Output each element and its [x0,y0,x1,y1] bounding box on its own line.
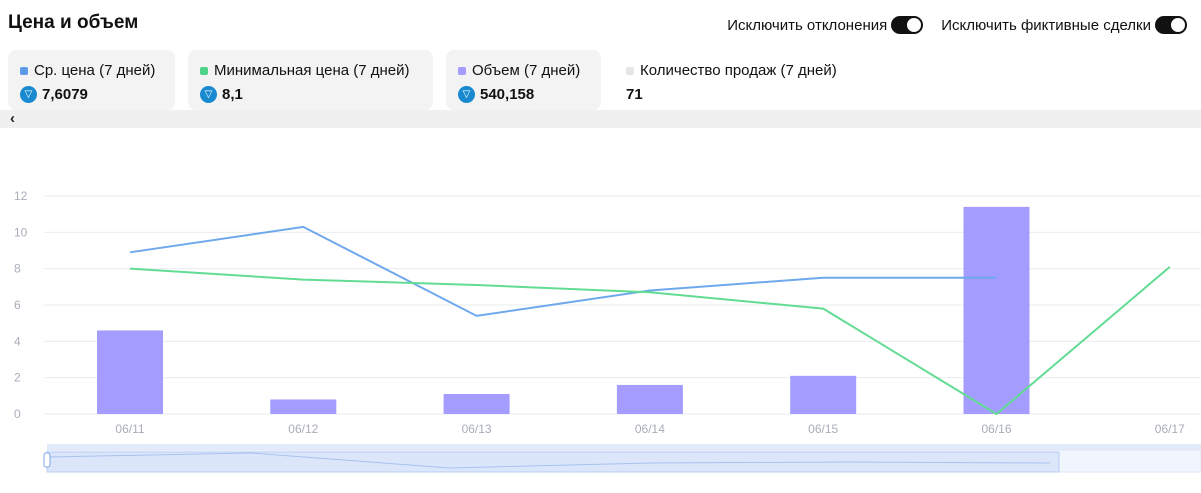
page-title: Цена и объем [8,12,139,33]
exclude-fake-switch[interactable] [1155,16,1187,34]
exclude-outliers-switch[interactable] [891,16,924,34]
min-price-line [129,266,1171,416]
cards-scrollbar[interactable]: ‹ [0,110,1201,128]
y-tick-label: 12 [14,189,28,203]
stat-card-min-price: Минимальная цена (7 дней) ▽ 8,1 [188,50,433,110]
x-tick-label: 06/12 [288,422,318,436]
y-tick-label: 4 [14,334,21,348]
legend-dot-volume [458,66,466,75]
stat-card-avg-price: Ср. цена (7 дней) ▽ 7,6079 [8,50,175,110]
y-tick-label: 10 [14,225,28,239]
stat-value-avg-price: 7,6079 [42,86,88,103]
x-tick-label: 06/11 [115,422,144,436]
stat-value-volume: 540,158 [480,86,535,103]
scroll-left-arrow-icon[interactable]: ‹ [10,110,15,127]
stat-value-sales-count: 71 [626,86,643,103]
y-tick-label: 2 [14,371,21,385]
legend-dot-sales-count [626,66,634,75]
exclude-fake-label: Исключить фиктивные сделки [941,16,1151,34]
avg-price-line [129,225,997,317]
stat-label-volume: Объем (7 дней) [472,62,581,79]
x-tick-label: 06/13 [462,422,492,436]
filter-toggles: Исключить отклонения Исключить фиктивные… [727,16,1187,34]
volume-bar [790,375,857,414]
y-tick-label: 0 [14,407,21,421]
x-tick-label: 06/14 [635,422,665,436]
zoom-slider-preview-line [48,452,1051,469]
zoom-slider-handle [43,452,51,468]
stat-card-volume: Объем (7 дней) ▽ 540,158 [446,50,601,110]
volume-bar [97,330,163,414]
ton-coin-icon: ▽ [20,86,37,103]
legend-dot-min-price [200,66,208,75]
stats-cards: Ср. цена (7 дней) ▽ 7,6079 Минимальная це… [8,50,864,110]
volume-bar [963,206,1030,414]
zoom-slider-track [47,444,1201,450]
legend-dot-avg-price [20,66,28,75]
y-tick-label: 8 [14,262,21,276]
stat-label-avg-price: Ср. цена (7 дней) [34,62,156,79]
volume-bar [270,399,337,414]
stat-card-sales-count: Количество продаж (7 дней) 71 [614,50,864,110]
exclude-outliers-label: Исключить отклонения [727,16,888,34]
stat-value-min-price: 8,1 [222,86,243,103]
volume-bar [616,384,683,414]
stat-label-sales-count: Количество продаж (7 дней) [640,62,837,79]
exclude-outliers-toggle-group[interactable]: Исключить отклонения [727,16,924,34]
volume-bar [443,394,510,414]
exclude-fake-toggle-group[interactable]: Исключить фиктивные сделки [941,16,1187,34]
ton-coin-icon: ▽ [458,86,475,103]
x-tick-label: 06/17 [1155,422,1185,436]
y-tick-label: 6 [14,298,21,312]
stat-label-min-price: Минимальная цена (7 дней) [214,62,410,79]
ton-coin-icon: ▽ [200,86,217,103]
x-tick-label: 06/15 [808,422,838,436]
x-tick-label: 06/16 [981,422,1011,436]
